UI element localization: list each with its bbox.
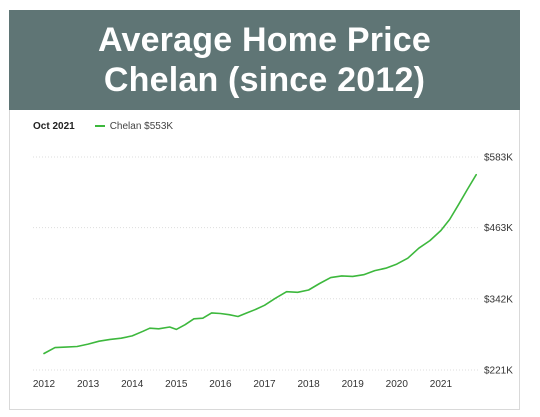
- x-tick-label: 2020: [386, 379, 409, 390]
- x-tick-label: 2014: [121, 379, 144, 390]
- y-axis-tick-labels: $221K $342K $463K $583K: [484, 153, 513, 377]
- legend-series-label: Chelan $553K: [109, 120, 174, 132]
- series-layer: [43, 173, 478, 355]
- y-tick-label: $221K: [484, 366, 513, 377]
- x-tick-label: 2013: [77, 379, 100, 390]
- x-tick-label: 2016: [209, 379, 232, 390]
- title-banner: Average Home Price Chelan (since 2012): [9, 10, 520, 110]
- x-tick-label: 2017: [253, 379, 276, 390]
- x-tick-label: 2015: [165, 379, 188, 390]
- y-tick-label: $342K: [484, 294, 513, 305]
- legend-line-swatch: [94, 125, 105, 127]
- banner-title-line-2: Chelan (since 2012): [103, 61, 426, 99]
- y-tick-label: $583K: [484, 153, 513, 164]
- banner-title-line-1: Average Home Price: [97, 21, 432, 59]
- x-tick-label: 2021: [430, 379, 453, 390]
- series-line-chelan: [43, 173, 478, 355]
- chart-legend: Oct 2021 Chelan $553K: [33, 118, 173, 134]
- legend-date: Oct 2021: [33, 120, 75, 132]
- x-tick-label: 2012: [33, 379, 56, 390]
- x-tick-label: 2018: [297, 379, 320, 390]
- gridlines: [33, 156, 478, 371]
- y-tick-label: $463K: [484, 223, 513, 234]
- x-tick-label: 2019: [342, 379, 365, 390]
- x-axis-tick-labels: 2012 2013 2014 2015 2016 2017 2018 2019 2020 2021: [33, 379, 453, 390]
